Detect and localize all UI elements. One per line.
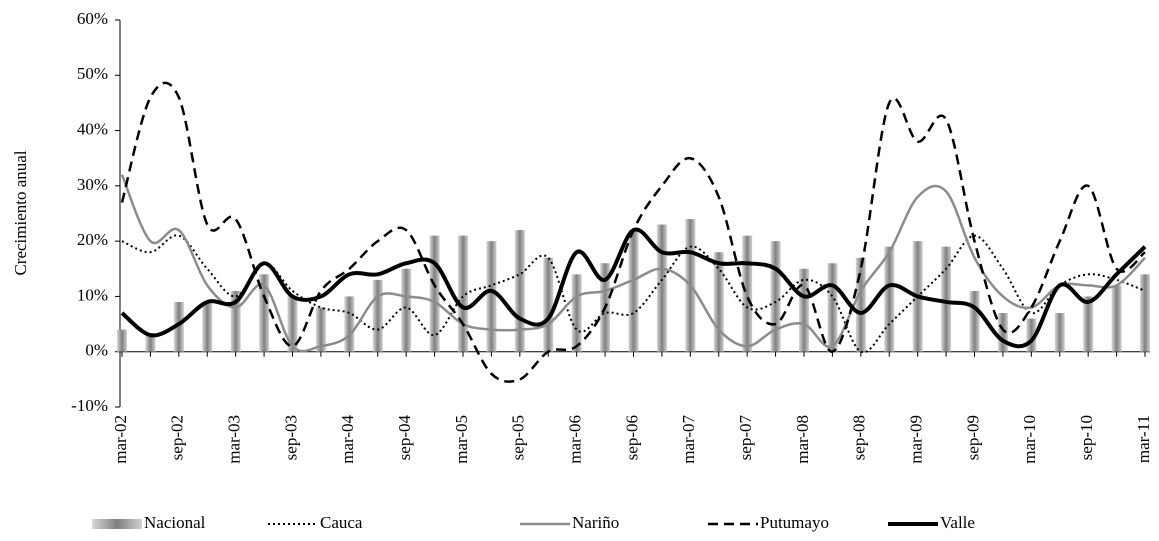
bar	[742, 235, 753, 352]
bar	[173, 301, 184, 352]
bar	[543, 257, 554, 352]
x-tick-label: sep-04	[395, 415, 414, 461]
legend-swatch	[92, 519, 142, 529]
y-tick-label: 60%	[77, 9, 108, 28]
legend-label: Cauca	[320, 513, 363, 532]
x-tick-label: mar-04	[338, 415, 357, 464]
bar	[941, 246, 952, 352]
x-tick-label: mar-09	[907, 415, 926, 464]
bar	[969, 290, 980, 352]
x-tick-label: mar-08	[793, 415, 812, 464]
line	[120, 81, 1146, 383]
bar	[287, 296, 298, 352]
bar	[230, 290, 241, 352]
bar	[770, 241, 781, 352]
bar	[315, 307, 326, 352]
bar	[1054, 313, 1065, 352]
bar	[628, 230, 639, 352]
y-axis-label: Crecimiento anual	[11, 150, 30, 275]
bar	[117, 329, 127, 352]
bar	[145, 335, 156, 352]
x-tick-label: sep-07	[736, 415, 755, 461]
bar	[202, 301, 213, 352]
x-tick-label: sep-08	[850, 415, 869, 460]
bar	[656, 224, 667, 352]
bar	[884, 246, 895, 352]
legend-label: Nariño	[572, 513, 619, 532]
x-tick-label: sep-10	[1077, 415, 1096, 460]
bar	[1083, 296, 1094, 352]
line	[121, 234, 1146, 354]
line	[120, 227, 1147, 349]
x-tick-label: sep-06	[622, 415, 641, 460]
x-tick-label: mar-02	[111, 415, 130, 464]
y-tick-label: -10%	[71, 396, 108, 415]
bar	[401, 268, 412, 352]
bar	[429, 235, 440, 352]
x-tick-label: mar-06	[566, 415, 585, 464]
legend-label: Valle	[940, 513, 975, 532]
y-tick-label: 30%	[77, 175, 108, 194]
y-tick-label: 20%	[77, 230, 108, 249]
legend-label: Nacional	[144, 513, 206, 532]
bar	[372, 279, 383, 352]
line	[120, 174, 1146, 353]
x-tick-label: mar-05	[452, 415, 471, 464]
x-tick-label: mar-11	[1134, 415, 1153, 463]
y-tick-label: 50%	[77, 64, 108, 83]
bar	[1140, 274, 1150, 352]
bar	[514, 230, 525, 352]
x-tick-label: sep-09	[963, 415, 982, 460]
x-tick-label: mar-07	[679, 415, 698, 464]
y-tick-label: 0%	[85, 341, 108, 360]
bar	[799, 268, 809, 352]
bar	[713, 252, 724, 352]
legend-label: Putumayo	[760, 513, 829, 532]
x-tick-label: sep-02	[168, 415, 187, 460]
bar	[997, 313, 1008, 352]
x-tick-label: mar-10	[1020, 415, 1039, 464]
x-tick-label: mar-03	[225, 415, 244, 464]
bar	[458, 235, 468, 352]
bar	[1111, 285, 1122, 352]
bar	[855, 257, 866, 352]
x-tick-label: sep-05	[509, 415, 528, 460]
x-tick-label: sep-03	[281, 415, 300, 460]
y-tick-label: 10%	[77, 285, 108, 304]
bar	[344, 296, 355, 352]
bar	[486, 241, 497, 352]
bar	[1026, 318, 1037, 352]
bar	[259, 274, 270, 352]
bar	[571, 274, 582, 352]
bar	[827, 263, 838, 352]
y-tick-label: 40%	[77, 119, 108, 138]
